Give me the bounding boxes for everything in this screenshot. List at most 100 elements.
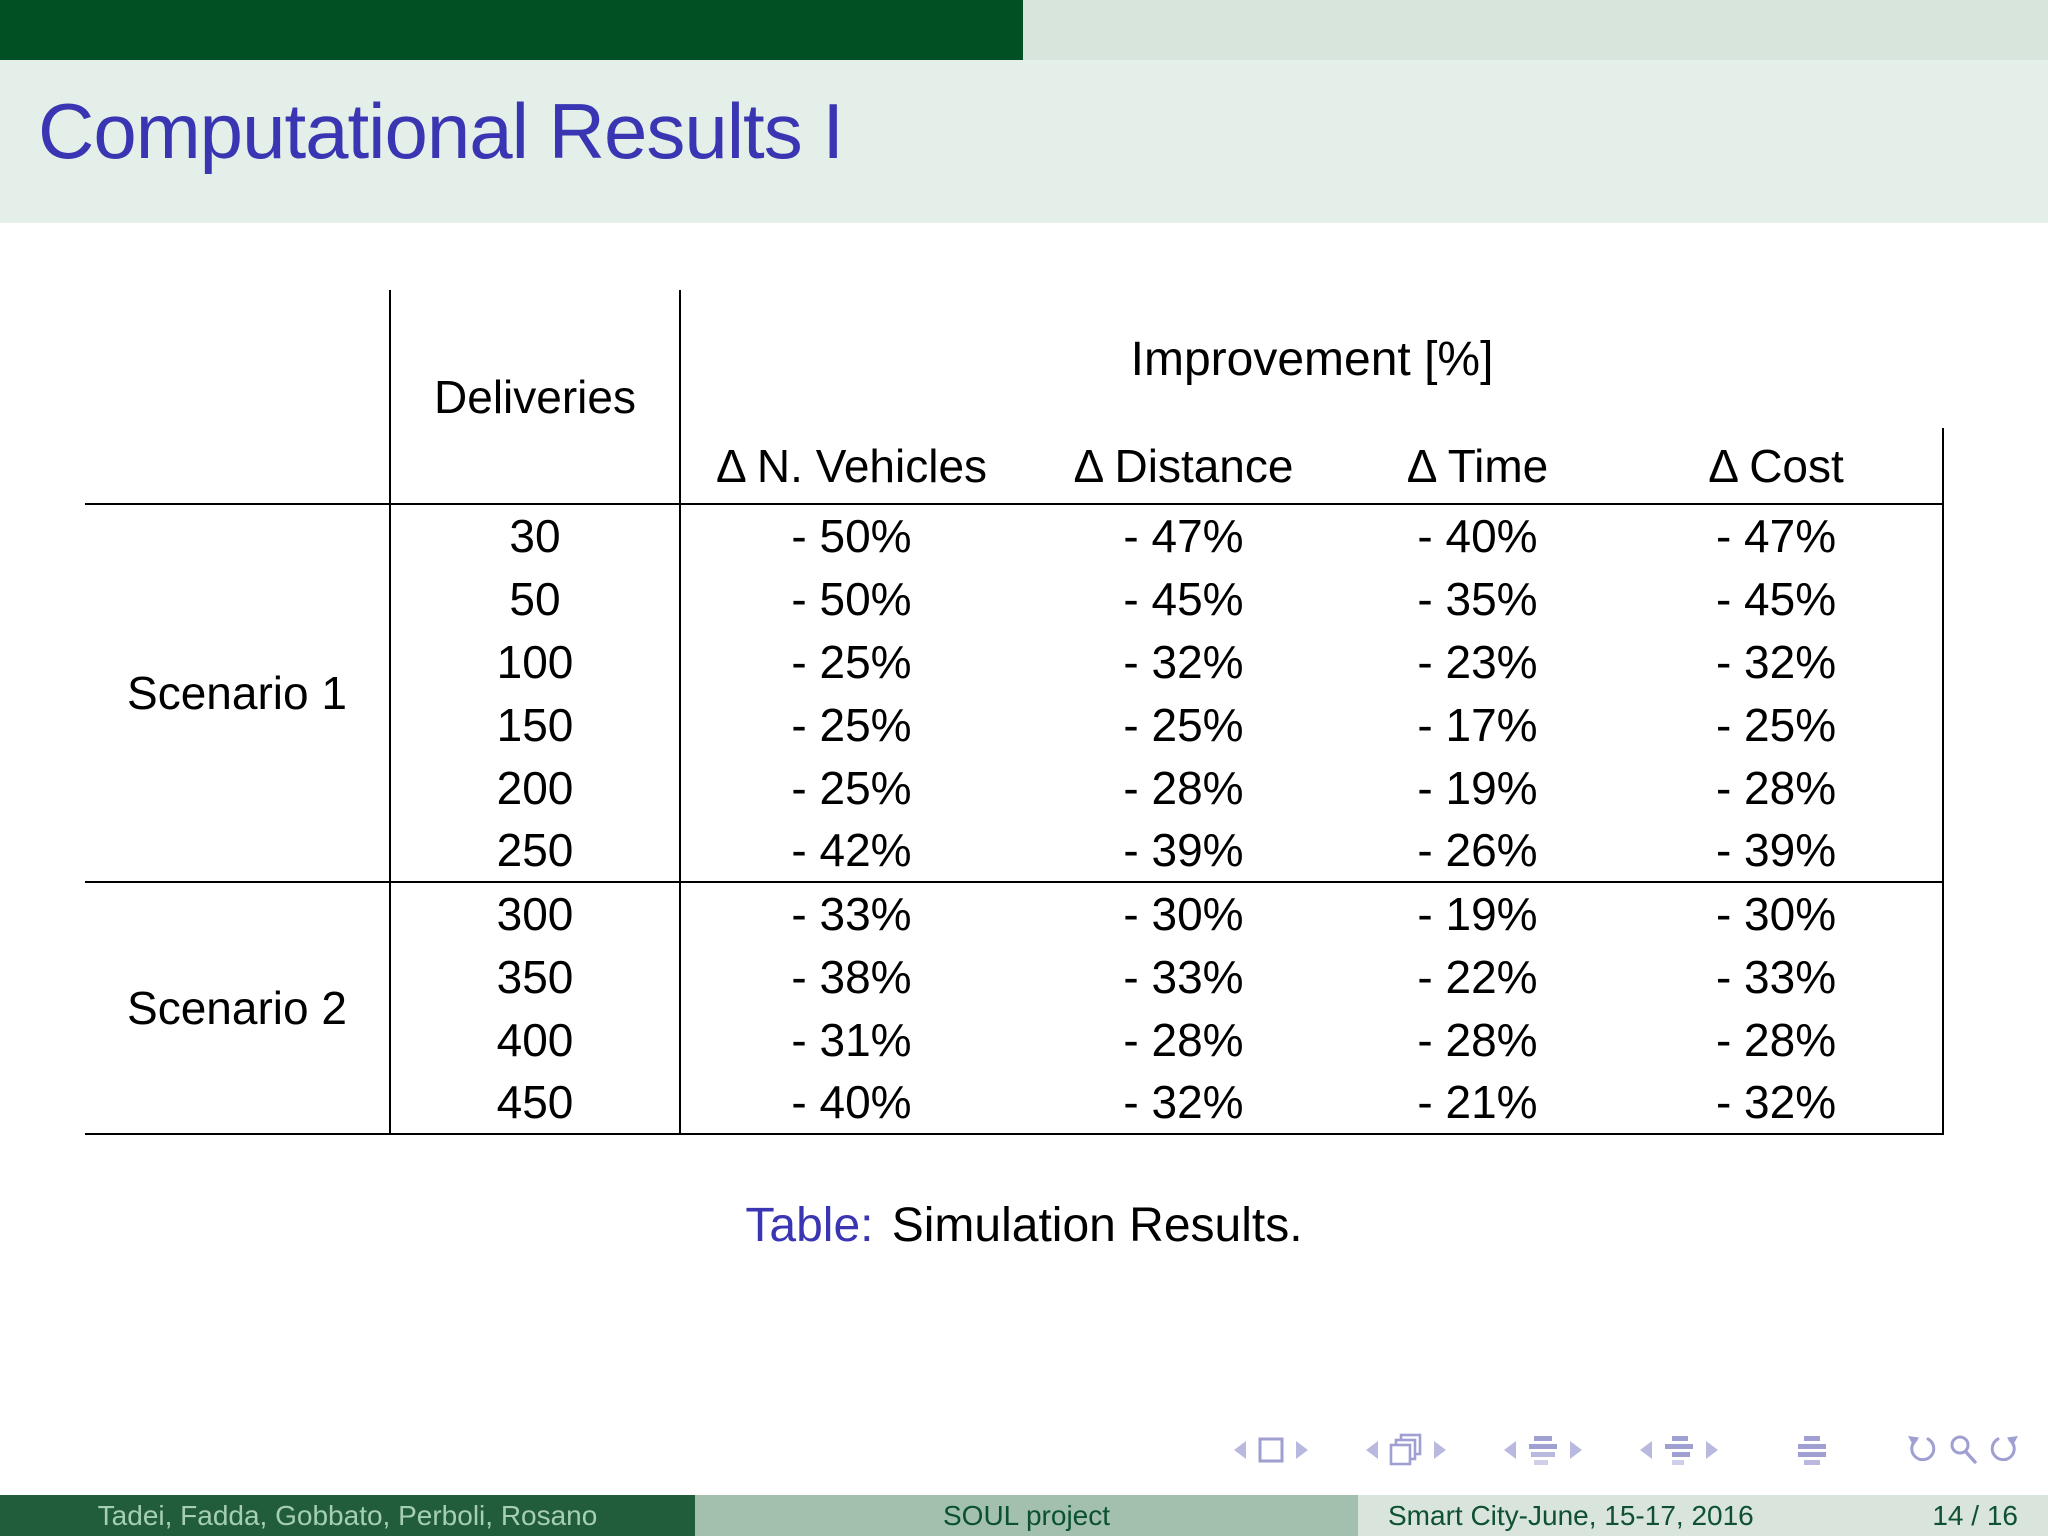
footer-bar: Tadei, Fadda, Gobbato, Perboli, Rosano S… <box>0 1495 2048 1536</box>
cell-distance: - 30% <box>1123 888 1244 940</box>
cell-distance: - 32% <box>1022 1071 1345 1135</box>
cell-deliveries: 250 <box>390 819 681 883</box>
header-bar-light <box>1023 0 2048 60</box>
cell-deliveries: 100 <box>390 630 681 693</box>
cell-distance: - 45% <box>1123 572 1244 625</box>
cell-vehicles: - 25% <box>791 635 912 688</box>
cell-time: - 19% <box>1417 761 1538 814</box>
deliveries-header: Deliveries <box>389 290 681 505</box>
cell-vehicles: - 50% <box>791 510 912 562</box>
cell-deliveries: 350 <box>390 945 681 1008</box>
cell-cost: - 28% <box>1610 1008 1945 1071</box>
scenario-2-label: Scenario 2 <box>85 882 391 1135</box>
cell-time: - 21% <box>1345 1071 1610 1135</box>
section-list-icon[interactable] <box>1527 1434 1559 1466</box>
section-nav-group <box>1502 1434 1584 1466</box>
cell-time: - 23% <box>1417 635 1538 688</box>
frames-icon[interactable] <box>1389 1433 1423 1467</box>
document-list-icon[interactable] <box>1796 1434 1828 1466</box>
cell-cost: - 32% <box>1610 1071 1945 1135</box>
cell-distance: - 32% <box>1123 635 1244 688</box>
scenario-1-label: Scenario 1 <box>85 504 391 883</box>
footer-page-number: 14 / 16 <box>1932 1499 2018 1531</box>
forward-icon[interactable] <box>1988 1433 2022 1467</box>
cell-cost: - 32% <box>1610 630 1945 693</box>
cell-cost: - 39% <box>1610 819 1945 883</box>
results-table: Deliveries Improvement [%] Δ N. Vehicles… <box>85 290 1945 1135</box>
cell-vehicles: - 25% <box>791 698 912 751</box>
slide-prev-icon[interactable] <box>1232 1439 1248 1461</box>
caption-text: Simulation Results. <box>891 1199 1303 1252</box>
col-header-distance: Δ Distance <box>1022 428 1345 505</box>
cell-deliveries: 30 <box>390 504 681 567</box>
cell-deliveries: 150 <box>390 693 681 756</box>
frame-prev-icon[interactable] <box>1364 1439 1380 1461</box>
cell-cost: - 45% <box>1610 567 1945 630</box>
cell-distance: - 28% <box>1123 761 1244 814</box>
table-caption: Table: Simulation Results. <box>0 1198 2048 1253</box>
table-row: Scenario 1 30 - 50% - 47% - 40% - 47% <box>85 504 1945 883</box>
subsection-next-icon[interactable] <box>1704 1439 1720 1461</box>
cell-distance: - 39% <box>1022 819 1345 883</box>
improvement-header: Improvement [%] <box>1130 332 1494 386</box>
section-next-icon[interactable] <box>1568 1439 1584 1461</box>
col-header-time: Δ Time <box>1345 428 1610 505</box>
footer-project: SOUL project <box>942 1499 1111 1531</box>
table-row: 100 - 25% - 32% - 23% - 32% <box>85 630 1945 693</box>
cell-cost: - 30% <box>1610 882 1945 945</box>
table-row: 450 - 40% - 32% - 21% - 32% <box>85 1071 1945 1135</box>
slide-next-icon[interactable] <box>1294 1439 1310 1461</box>
subsection-list-icon[interactable] <box>1663 1434 1695 1466</box>
header-bar-dark <box>0 0 1023 60</box>
history-nav-group <box>1904 1433 2022 1467</box>
cell-cost: - 33% <box>1610 945 1945 1008</box>
cell-distance: - 33% <box>1123 950 1244 1003</box>
table-row: 200 - 25% - 28% - 19% - 28% <box>85 756 1945 819</box>
slide-nav-group <box>1232 1436 1310 1464</box>
cell-time: - 35% <box>1417 572 1538 625</box>
cell-cost: - 25% <box>1610 693 1945 756</box>
cell-deliveries: 400 <box>390 1008 681 1071</box>
cell-time: - 40% <box>1417 510 1538 562</box>
subsection-prev-icon[interactable] <box>1638 1439 1654 1461</box>
table-row: 50 - 50% - 45% - 35% - 45% <box>85 567 1945 630</box>
footer-project-segment: SOUL project <box>695 1495 1358 1536</box>
footer-authors-segment: Tadei, Fadda, Gobbato, Perboli, Rosano <box>0 1495 695 1536</box>
cell-cost: - 47% <box>1610 504 1945 567</box>
cell-time: - 17% <box>1417 698 1538 751</box>
search-icon[interactable] <box>1947 1433 1979 1467</box>
section-prev-icon[interactable] <box>1502 1439 1518 1461</box>
cell-vehicles: - 25% <box>791 761 912 814</box>
cell-deliveries: 450 <box>390 1071 681 1135</box>
cell-time: - 26% <box>1345 819 1610 883</box>
footer-authors: Tadei, Fadda, Gobbato, Perboli, Rosano <box>97 1499 598 1531</box>
frame-next-icon[interactable] <box>1432 1439 1448 1461</box>
cell-distance: - 28% <box>1123 1013 1244 1066</box>
table-row: 350 - 38% - 33% - 22% - 33% <box>85 945 1945 1008</box>
footer-conference-segment: Smart City-June, 15-17, 2016 14 / 16 <box>1358 1495 2048 1536</box>
cell-deliveries: 50 <box>390 567 681 630</box>
caption-label: Table: <box>745 1199 874 1252</box>
title-band: Computational Results I <box>0 60 2048 223</box>
cell-cost: - 28% <box>1610 756 1945 819</box>
cell-vehicles: - 38% <box>791 950 912 1003</box>
cell-vehicles: - 50% <box>791 572 912 625</box>
cell-vehicles: - 40% <box>680 1071 1022 1135</box>
table-row: 250 - 42% - 39% - 26% - 39% <box>85 819 1945 883</box>
table-row: 400 - 31% - 28% - 28% - 28% <box>85 1008 1945 1071</box>
subsection-nav-group <box>1638 1434 1720 1466</box>
cell-distance: - 25% <box>1123 698 1244 751</box>
slide-icon[interactable] <box>1257 1436 1285 1464</box>
cell-time: - 19% <box>1417 888 1538 940</box>
cell-distance: - 47% <box>1123 510 1244 562</box>
cell-vehicles: - 33% <box>791 888 912 940</box>
beamer-navigation-bar <box>1232 1430 2022 1470</box>
cell-deliveries: 200 <box>390 756 681 819</box>
cell-vehicles: - 31% <box>791 1013 912 1066</box>
back-icon[interactable] <box>1904 1433 1938 1467</box>
col-header-vehicles: Δ N. Vehicles <box>680 428 1022 505</box>
table-row: 150 - 25% - 25% - 17% - 25% <box>85 693 1945 756</box>
cell-vehicles: - 42% <box>680 819 1022 883</box>
footer-conference: Smart City-June, 15-17, 2016 <box>1388 1499 1754 1531</box>
table-row: Scenario 2 300 - 33% - 30% - 19% - 30% <box>85 882 1945 1135</box>
